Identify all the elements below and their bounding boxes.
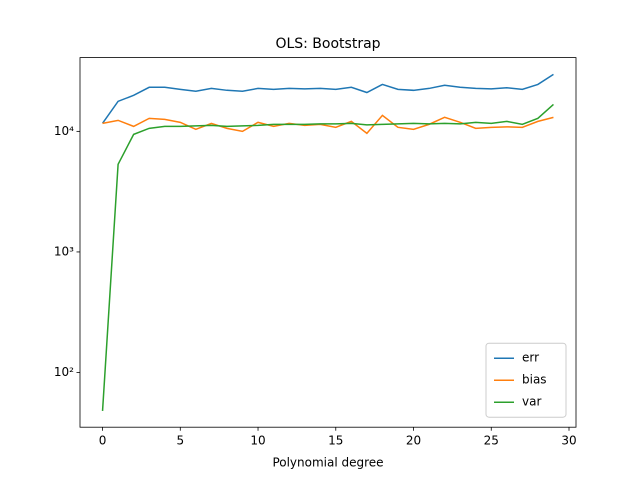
y-tick-label: 10⁴ bbox=[54, 124, 74, 138]
x-tick-label: 25 bbox=[484, 434, 499, 448]
x-tick-label: 5 bbox=[176, 434, 184, 448]
legend-label: var bbox=[522, 395, 541, 409]
series-line bbox=[101, 73, 554, 124]
y-tick-label: 10² bbox=[54, 365, 74, 379]
legend-box bbox=[485, 342, 567, 418]
y-tick-label: 10³ bbox=[54, 244, 74, 258]
series-line bbox=[102, 114, 554, 135]
plot-frame bbox=[79, 57, 577, 428]
legend-label: bias bbox=[522, 373, 547, 387]
x-tick-label: 15 bbox=[328, 434, 343, 448]
chart-title: OLS: Bootstrap bbox=[275, 36, 380, 52]
x-tick-label: 0 bbox=[99, 434, 107, 448]
x-tick-label: 10 bbox=[250, 434, 265, 448]
series-line bbox=[101, 103, 554, 412]
legend-label: err bbox=[522, 351, 539, 365]
x-tick-label: 20 bbox=[406, 434, 421, 448]
x-axis-label: Polynomial degree bbox=[272, 456, 383, 470]
x-tick-label: 30 bbox=[561, 434, 576, 448]
